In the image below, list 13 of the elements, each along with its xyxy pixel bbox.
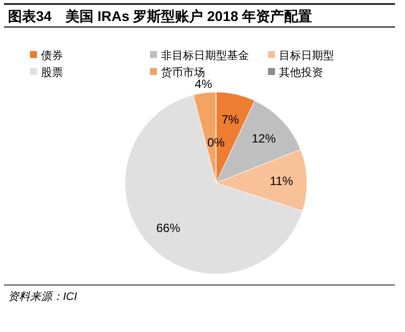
chart-title: 图表34 美国 IRAs 罗斯型账户 2018 年资产配置: [8, 8, 312, 24]
legend-label: 股票: [41, 66, 63, 79]
data-label: 7%: [222, 112, 240, 126]
legend-label: 债券: [41, 48, 63, 62]
text: 资料来源：ICI: [8, 290, 78, 303]
data-label: 66%: [156, 221, 181, 236]
data-label: 4%: [194, 76, 212, 91]
legend-label: 非目标日期型基金: [161, 48, 249, 62]
data-label: 12%: [252, 131, 276, 146]
legend-label: 货币市场: [161, 66, 205, 79]
legend-label: 其他投资: [279, 66, 323, 79]
legend-label: 目标日期型: [279, 50, 334, 62]
data-label: 11%: [270, 174, 294, 188]
